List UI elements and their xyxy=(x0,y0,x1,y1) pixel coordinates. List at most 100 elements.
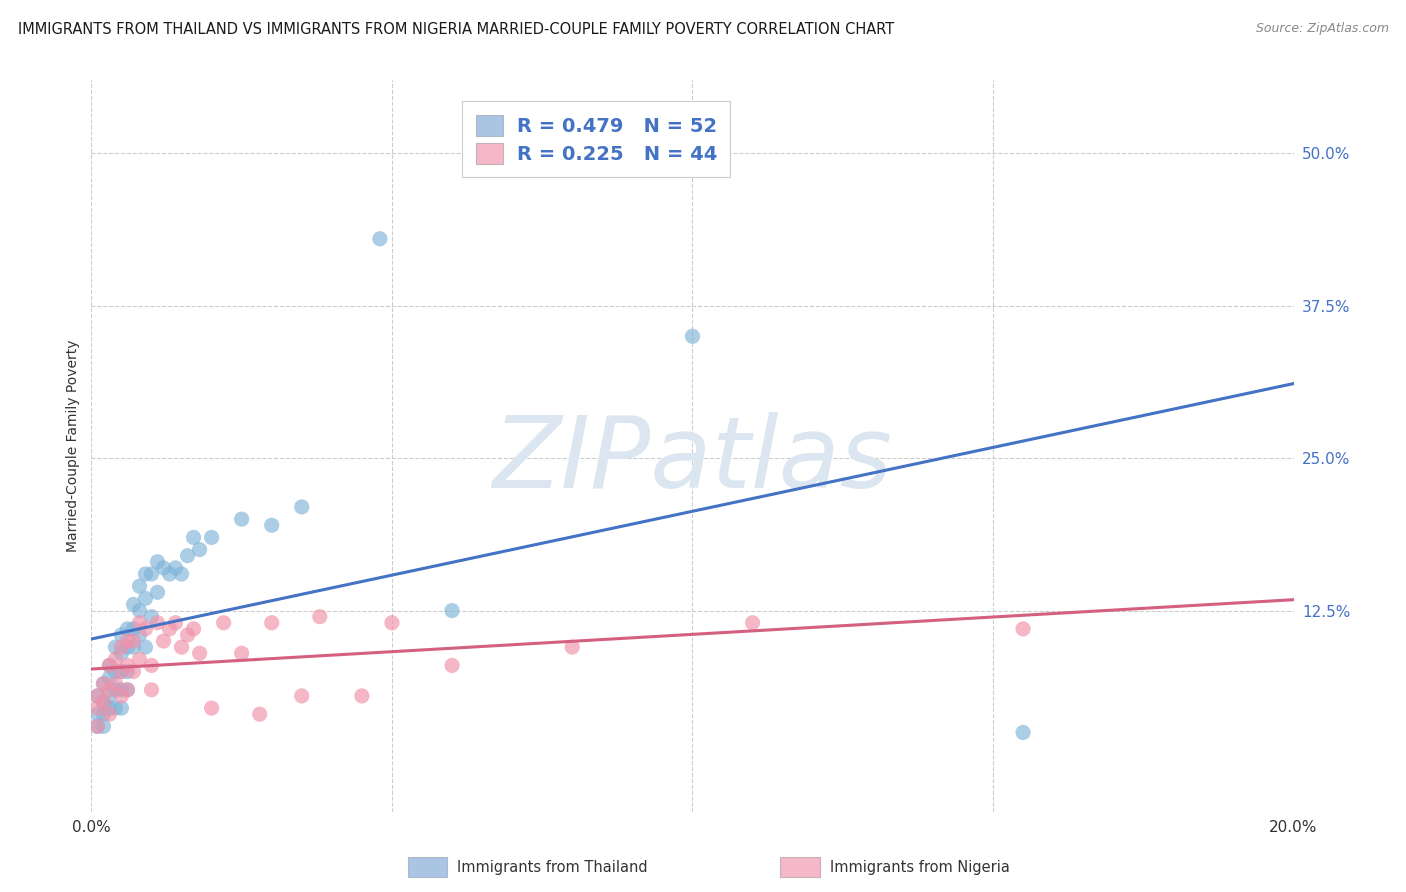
Point xyxy=(146,555,169,569)
Point xyxy=(98,671,121,685)
Point xyxy=(93,695,115,709)
Point xyxy=(212,615,235,630)
Point xyxy=(104,665,127,679)
Point xyxy=(110,665,132,679)
Point xyxy=(128,615,150,630)
Point xyxy=(98,682,121,697)
Point xyxy=(134,622,156,636)
Point xyxy=(231,646,253,660)
Text: Immigrants from Thailand: Immigrants from Thailand xyxy=(457,860,648,874)
Point xyxy=(141,567,163,582)
Point xyxy=(93,676,115,690)
Point xyxy=(188,646,211,660)
Point xyxy=(86,707,108,722)
Point xyxy=(291,500,314,514)
Point xyxy=(110,628,132,642)
Point xyxy=(176,549,198,563)
Point xyxy=(104,682,127,697)
Point xyxy=(110,689,132,703)
Legend: R = 0.479   N = 52, R = 0.225   N = 44: R = 0.479 N = 52, R = 0.225 N = 44 xyxy=(463,101,731,178)
Point xyxy=(350,689,373,703)
Point xyxy=(98,701,121,715)
Point xyxy=(110,701,132,715)
Point xyxy=(128,628,150,642)
Point xyxy=(146,585,169,599)
Point xyxy=(117,622,139,636)
Point xyxy=(681,329,703,343)
Point xyxy=(440,658,463,673)
Point xyxy=(128,652,150,666)
Point xyxy=(93,707,115,722)
Point xyxy=(86,689,108,703)
Point xyxy=(93,676,115,690)
Point xyxy=(117,658,139,673)
Point xyxy=(201,701,224,715)
Point xyxy=(176,628,198,642)
Text: Source: ZipAtlas.com: Source: ZipAtlas.com xyxy=(1256,22,1389,36)
Y-axis label: Married-Couple Family Poverty: Married-Couple Family Poverty xyxy=(66,340,80,552)
Point xyxy=(231,512,253,526)
Point xyxy=(122,622,145,636)
Point xyxy=(110,682,132,697)
Point xyxy=(98,707,121,722)
Point xyxy=(1012,622,1035,636)
Point xyxy=(86,719,108,733)
Point xyxy=(1012,725,1035,739)
Point xyxy=(141,658,163,673)
Point xyxy=(86,719,108,733)
Point xyxy=(159,567,181,582)
Point xyxy=(86,689,108,703)
Point xyxy=(93,695,115,709)
Point xyxy=(368,232,391,246)
Point xyxy=(134,567,156,582)
Point xyxy=(98,658,121,673)
Point xyxy=(561,640,583,655)
Point xyxy=(183,530,205,544)
Point xyxy=(117,634,139,648)
Point xyxy=(110,640,132,655)
Point xyxy=(122,640,145,655)
Point xyxy=(93,719,115,733)
Point xyxy=(188,542,211,557)
Point xyxy=(122,598,145,612)
Point xyxy=(134,591,156,606)
Point xyxy=(201,530,224,544)
Point xyxy=(141,609,163,624)
Point xyxy=(110,665,132,679)
Point xyxy=(134,640,156,655)
Point xyxy=(308,609,330,624)
Point xyxy=(159,622,181,636)
Point xyxy=(260,615,283,630)
Point xyxy=(117,640,139,655)
Point xyxy=(440,604,463,618)
Point xyxy=(381,615,404,630)
Point xyxy=(170,567,193,582)
Point xyxy=(104,652,127,666)
Point xyxy=(104,640,127,655)
Point xyxy=(165,615,187,630)
Point xyxy=(122,634,145,648)
Point xyxy=(291,689,314,703)
Point xyxy=(260,518,283,533)
Point xyxy=(183,622,205,636)
Point xyxy=(104,676,127,690)
Text: IMMIGRANTS FROM THAILAND VS IMMIGRANTS FROM NIGERIA MARRIED-COUPLE FAMILY POVERT: IMMIGRANTS FROM THAILAND VS IMMIGRANTS F… xyxy=(18,22,894,37)
Point xyxy=(117,682,139,697)
Point xyxy=(128,579,150,593)
Point xyxy=(98,658,121,673)
Point xyxy=(110,646,132,660)
Point xyxy=(117,665,139,679)
Point xyxy=(152,561,174,575)
Point xyxy=(98,689,121,703)
Point xyxy=(128,604,150,618)
Point xyxy=(104,701,127,715)
Point xyxy=(141,682,163,697)
Point xyxy=(741,615,763,630)
Text: Immigrants from Nigeria: Immigrants from Nigeria xyxy=(830,860,1010,874)
Point xyxy=(146,615,169,630)
Point xyxy=(165,561,187,575)
Point xyxy=(86,701,108,715)
Text: ZIPatlas: ZIPatlas xyxy=(492,412,893,509)
Point xyxy=(152,634,174,648)
Point xyxy=(170,640,193,655)
